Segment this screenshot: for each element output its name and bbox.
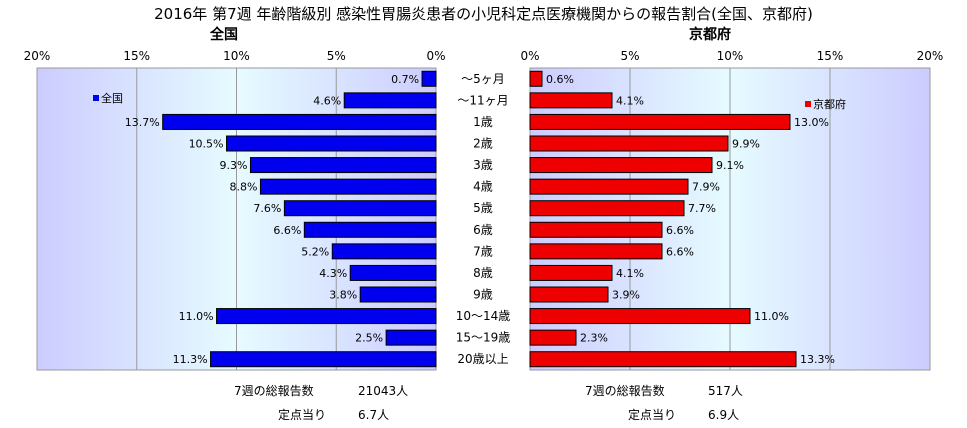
national-value-label: 8.8%: [229, 181, 257, 194]
kyoto-value-label: 7.9%: [692, 181, 720, 194]
national-bar: [385, 329, 437, 346]
kyoto-bar: [529, 308, 751, 325]
category-label: 3歳: [473, 158, 493, 172]
category-label: ～5ヶ月: [461, 72, 505, 86]
national-value-label: 11.0%: [179, 310, 214, 323]
kyoto-value-label: 2.3%: [580, 332, 608, 345]
national-bar: [349, 264, 437, 281]
kyoto-legend-label: 京都府: [813, 97, 846, 111]
kyoto-bar: [529, 178, 689, 195]
kyoto-value-label: 11.0%: [754, 310, 789, 323]
kyoto-bar: [529, 264, 613, 281]
national-bar: [249, 157, 437, 174]
kyoto-bar: [529, 351, 797, 368]
kyoto-bar: [529, 113, 791, 130]
kyoto-value-label: 4.1%: [616, 94, 644, 107]
kyoto-value-label: 6.6%: [666, 245, 694, 258]
national-value-label: 10.5%: [189, 138, 224, 151]
kyoto-value-label: 3.9%: [612, 289, 640, 302]
kyoto-value-label: 9.9%: [732, 138, 760, 151]
national-bar: [210, 351, 437, 368]
kyoto-value-label: 4.1%: [616, 267, 644, 280]
national-bar: [283, 200, 437, 217]
national-legend-swatch: [93, 95, 99, 101]
national-value-label: 13.7%: [125, 116, 160, 129]
national-value-label: 4.6%: [313, 94, 341, 107]
kyoto-tick-label: 0%: [520, 49, 539, 63]
category-label: 2歳: [473, 137, 493, 151]
national-tick-label: 20%: [24, 49, 51, 63]
kyoto-bar: [529, 92, 613, 109]
national-bar: [162, 113, 437, 130]
national-tick-label: 5%: [327, 49, 346, 63]
category-label: 5歳: [473, 201, 493, 215]
kyoto-total-label: 7週の総報告数: [585, 384, 665, 398]
category-label: 7歳: [473, 244, 493, 258]
category-label: 20歳以上: [457, 352, 508, 366]
national-bar: [216, 308, 437, 325]
national-value-label: 4.3%: [319, 267, 347, 280]
national-per-site-label: 定点当り: [278, 408, 327, 422]
kyoto-tick-label: 15%: [817, 49, 844, 63]
national-total-label: 7週の総報告数: [234, 384, 314, 398]
chart-title: 2016年 第7週 年齢階級別 感染性胃腸炎患者の小児科定点医療機関からの報告割…: [154, 5, 813, 23]
national-bar: [303, 221, 437, 238]
category-label: 4歳: [473, 180, 493, 194]
national-value-label: 9.3%: [220, 159, 248, 172]
kyoto-value-label: 13.0%: [794, 116, 829, 129]
kyoto-value-label: 7.7%: [688, 202, 716, 215]
kyoto-value-label: 13.3%: [800, 353, 835, 366]
kyoto-value-label: 9.1%: [716, 159, 744, 172]
national-legend-label: 全国: [101, 91, 123, 105]
kyoto-bar: [529, 329, 577, 346]
national-value-label: 7.6%: [253, 202, 281, 215]
kyoto-per-site-value: 6.9人: [708, 408, 740, 422]
kyoto-bar: [529, 70, 543, 87]
kyoto-tick-label: 5%: [620, 49, 639, 63]
category-label: 10～14歳: [456, 309, 511, 323]
kyoto-value-label: 0.6%: [546, 73, 574, 86]
national-value-label: 11.3%: [173, 353, 208, 366]
national-bar: [421, 70, 437, 87]
national-bar: [259, 178, 437, 195]
kyoto-per-site-label: 定点当り: [628, 408, 677, 422]
kyoto-total-value: 517人: [708, 384, 743, 398]
national-tick-label: 15%: [123, 49, 150, 63]
kyoto-bar: [529, 286, 609, 303]
kyoto-tick-label: 20%: [917, 49, 944, 63]
kyoto-legend-swatch: [805, 101, 811, 107]
category-label: ～11ヶ月: [457, 93, 508, 107]
category-label: 1歳: [473, 115, 493, 129]
category-label: 8歳: [473, 266, 493, 280]
national-value-label: 2.5%: [355, 332, 383, 345]
national-bar: [359, 286, 437, 303]
kyoto-bar: [529, 135, 729, 152]
kyoto-value-label: 6.6%: [666, 224, 694, 237]
category-label: 15～19歳: [456, 331, 511, 345]
national-value-label: 0.7%: [391, 73, 419, 86]
national-total-value: 21043人: [358, 384, 409, 398]
national-panel-title: 全国: [210, 27, 238, 43]
national-value-label: 3.8%: [329, 289, 357, 302]
kyoto-tick-label: 10%: [717, 49, 744, 63]
national-bar: [331, 243, 437, 260]
kyoto-bar: [529, 221, 663, 238]
national-tick-label: 0%: [426, 49, 445, 63]
category-label: 9歳: [473, 288, 493, 302]
category-label: 6歳: [473, 223, 493, 237]
kyoto-bar: [529, 157, 713, 174]
national-tick-label: 10%: [223, 49, 250, 63]
kyoto-panel-title: 京都府: [689, 27, 731, 43]
national-bar: [343, 92, 437, 109]
national-per-site-value: 6.7人: [358, 408, 390, 422]
national-bar: [226, 135, 437, 152]
kyoto-bar: [529, 200, 685, 217]
national-value-label: 6.6%: [273, 224, 301, 237]
kyoto-bar: [529, 243, 663, 260]
national-value-label: 5.2%: [301, 245, 329, 258]
